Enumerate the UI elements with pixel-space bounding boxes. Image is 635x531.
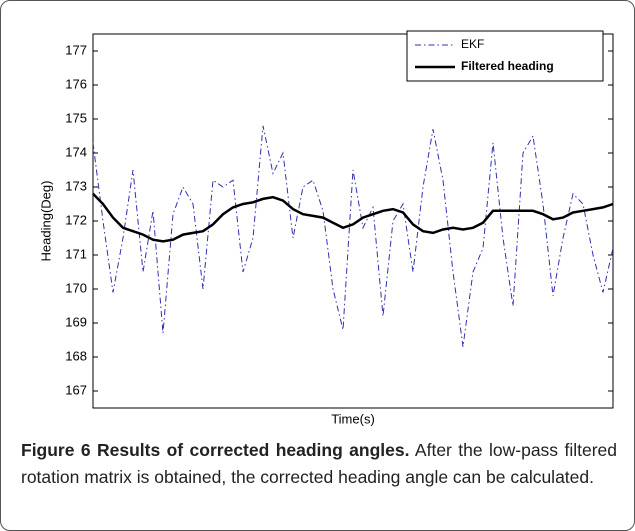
- legend-box: [406, 30, 604, 82]
- series-line: [92, 125, 614, 347]
- caption-label: Figure 6 Results of corrected heading an…: [21, 440, 410, 460]
- caption-text: After the low-pass filtered rotation mat…: [21, 440, 617, 487]
- y-tick-label: 167: [65, 382, 87, 397]
- y-tick-label: 170: [65, 280, 87, 295]
- plot-frame: [92, 33, 614, 409]
- legend-label: EKF: [461, 37, 484, 51]
- series-line: [92, 192, 614, 243]
- legend-label: Filtered heading: [461, 59, 554, 73]
- y-tick-label: 168: [65, 348, 87, 363]
- y-tick-label: 175: [65, 110, 87, 125]
- y-tick-label: 171: [65, 246, 87, 261]
- y-tick-label: 177: [65, 42, 87, 57]
- x-axis-label: Time(s): [331, 411, 375, 426]
- y-tick-label: 174: [65, 144, 87, 159]
- caption: Figure 6 Results of corrected heading an…: [21, 437, 617, 491]
- y-tick-label: 176: [65, 76, 87, 91]
- y-tick-label: 172: [65, 212, 87, 227]
- y-tick-label: 173: [65, 178, 87, 193]
- chart: Heading(Deg) Time(s) 167 168 169 170 171 172 1…: [38, 30, 614, 426]
- y-axis-label: Heading(Deg): [38, 181, 53, 262]
- y-tick-label: 169: [65, 314, 87, 329]
